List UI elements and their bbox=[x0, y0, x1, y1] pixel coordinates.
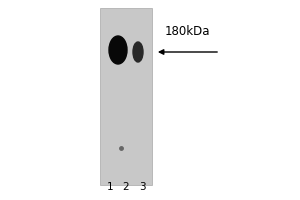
Text: 180kDa: 180kDa bbox=[165, 25, 211, 38]
Text: 1: 1 bbox=[107, 182, 113, 192]
Ellipse shape bbox=[133, 42, 143, 62]
Bar bbox=[100, 8, 152, 185]
Text: 2: 2 bbox=[123, 182, 129, 192]
Ellipse shape bbox=[109, 36, 127, 64]
Text: 3: 3 bbox=[139, 182, 145, 192]
